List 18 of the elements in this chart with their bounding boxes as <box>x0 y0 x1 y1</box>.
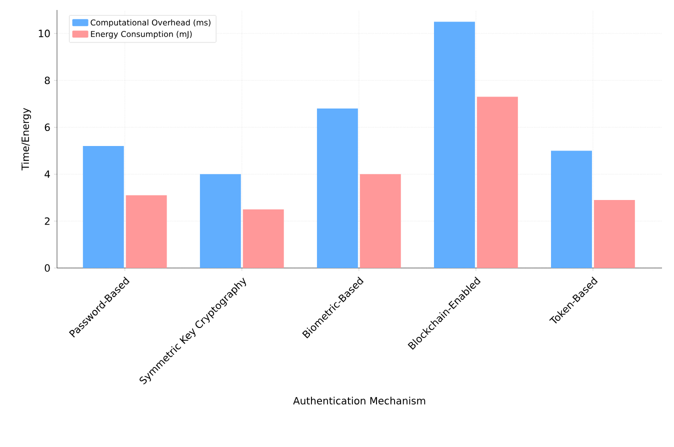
x-axis-title: Authentication Mechanism <box>293 396 426 404</box>
bar <box>82 146 124 268</box>
y-tick-label: 0 <box>44 264 50 272</box>
bar <box>594 200 635 268</box>
y-tick-label: 6 <box>44 123 50 132</box>
bar <box>200 174 241 268</box>
bar <box>126 195 167 268</box>
bar <box>360 174 401 268</box>
y-tick-label: 10 <box>38 30 50 38</box>
bar <box>476 96 518 268</box>
bar <box>434 22 475 268</box>
bar <box>316 108 358 268</box>
y-axis-title: Time/Energy <box>21 108 31 170</box>
bar <box>551 150 592 268</box>
y-tick-label: 8 <box>44 76 50 84</box>
bar <box>242 209 284 268</box>
y-tick-label: 2 <box>44 217 50 225</box>
y-tick-label: 4 <box>44 170 50 178</box>
